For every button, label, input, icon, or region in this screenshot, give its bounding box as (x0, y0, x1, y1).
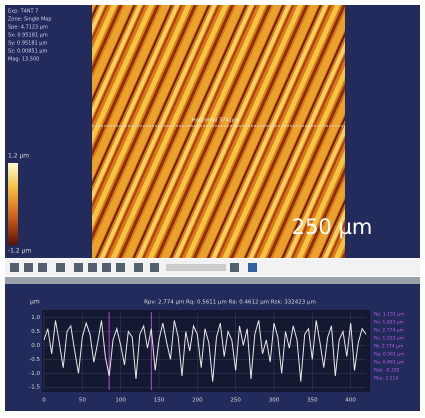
tool-icon[interactable] (38, 263, 47, 272)
y-tick-label: -0.5 (29, 357, 40, 363)
page: Horizontal 374 µm 250 µm 1.2 µm -1.2 µm … (0, 0, 425, 414)
x-tick-label: 0 (42, 398, 46, 404)
roughness-stats: Rpv: 2.774 µm Rq: 0.5611 µm Ra: 0.4612 µ… (144, 300, 316, 306)
tool-icon[interactable] (248, 263, 257, 272)
x-tick-label: 400 (345, 398, 356, 404)
legend-entry: Rku: 2.214 (374, 376, 398, 382)
panel-titlebar (5, 277, 420, 284)
legend-entry: Rv: 1.623 µm (374, 320, 404, 326)
colorbar-max: 1.2 µm (8, 153, 29, 160)
info-line: Sx: 0.95181 µm (8, 33, 48, 39)
legend-entry: Rq: 0.561 µm (374, 352, 405, 358)
legend-entry: Rc: 1.522 µm (374, 336, 404, 342)
x-tick-label: 100 (115, 398, 126, 404)
y-tick-label: 1.0 (31, 315, 40, 321)
x-tick-label: 50 (79, 398, 86, 404)
info-line: Sz: 0.00851 µm (8, 49, 48, 55)
scale-label: 250 µm (292, 215, 373, 239)
x-tick-label: 200 (192, 398, 203, 404)
tool-icon[interactable] (102, 263, 111, 272)
info-line: Sy: 0.95181 µm (8, 41, 47, 47)
info-line: Exp: T4NT 7 (8, 9, 38, 15)
y-unit: µm (30, 299, 40, 306)
x-tick-label: 150 (154, 398, 165, 404)
info-line: Zone: Single Map (8, 17, 52, 23)
tool-icon[interactable] (24, 263, 33, 272)
x-tick-label: 350 (307, 398, 318, 404)
screenshot: Horizontal 374 µm 250 µm 1.2 µm -1.2 µm … (0, 0, 425, 414)
y-tick-label: 0.5 (31, 329, 40, 335)
tool-icon[interactable] (150, 263, 159, 272)
tool-icon[interactable] (10, 263, 19, 272)
colorbar-min: -1.2 µm (8, 248, 31, 255)
x-tick-label: 250 (230, 398, 241, 404)
tool-icon[interactable] (134, 263, 143, 272)
y-tick-label: -1.0 (29, 371, 40, 377)
info-line: Mag: 13.500 (8, 57, 39, 63)
tool-icon[interactable] (88, 263, 97, 272)
legend-entry: Rt: 2.774 µm (374, 344, 403, 350)
tool-icon[interactable] (74, 263, 83, 272)
y-tick-label: -1.5 (29, 385, 40, 391)
profile-line-label: Horizontal 374 µm (192, 118, 238, 124)
legend-entry: Rsk: -0.332 (374, 368, 400, 374)
legend-entry: Rz: 2.774 µm (374, 328, 404, 334)
y-tick-label: 0.0 (31, 343, 40, 349)
legend-entry: Ra: 0.461 µm (374, 360, 404, 366)
info-line: Spe: 4.7123 µm (8, 25, 48, 31)
x-tick-label: 300 (269, 398, 280, 404)
colorbar (8, 163, 18, 245)
slider[interactable] (166, 264, 226, 271)
tool-icon[interactable] (56, 263, 65, 272)
tool-icon[interactable] (116, 263, 125, 272)
legend-entry: Rp: 1.151 µm (374, 312, 405, 318)
tool-icon[interactable] (230, 263, 239, 272)
